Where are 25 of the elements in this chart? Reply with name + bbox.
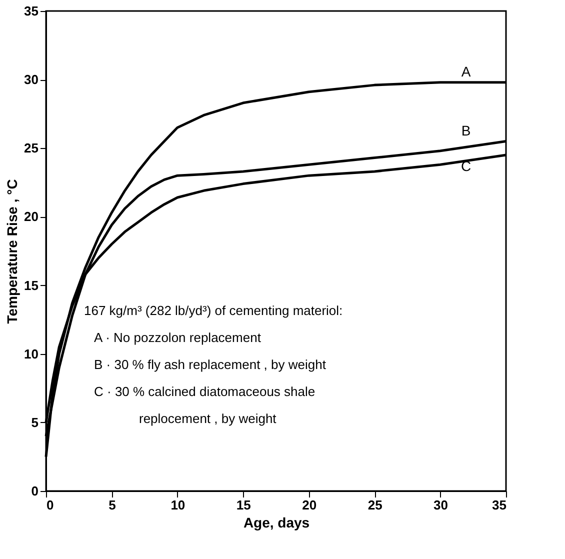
y-tick-label: 10 — [24, 346, 38, 362]
y-axis-title: Temperature Rise , °C — [4, 179, 20, 324]
annotation: C · 30 % calcined diatomaceous shale — [94, 384, 316, 399]
x-tick-label: 25 — [368, 498, 382, 512]
x-tick-label: 10 — [170, 498, 186, 512]
annotation: replocement , by weight — [139, 411, 277, 426]
x-tick-label: 20 — [302, 498, 317, 512]
y-tick-label: 35 — [24, 4, 38, 18]
y-tick-label: 20 — [24, 209, 38, 224]
annotation: 167 kg/m³ (282 lb/yd³) of cementing materiol: — [84, 303, 343, 318]
annotation: B · 30 % fly ash replacement , by weight — [94, 357, 326, 372]
y-tick-label: 5 — [31, 414, 38, 430]
x-tick-label: 15 — [236, 498, 251, 512]
series-label: A — [461, 63, 472, 80]
y-tick-label: 30 — [24, 72, 38, 88]
y-tick-label: 25 — [24, 140, 38, 156]
series-label: B — [461, 122, 471, 138]
x-axis-title: Age, days — [243, 514, 310, 530]
x-tick-label: 35 — [492, 498, 506, 512]
x-tick-label: 0 — [46, 498, 54, 512]
x-tick-label: 30 — [434, 498, 448, 512]
y-tick-label: 15 — [24, 278, 38, 293]
y-tick-label: 0 — [31, 484, 38, 498]
x-tick-label: 5 — [108, 498, 116, 512]
annotation: A · No pozzolon replacement — [94, 330, 262, 345]
